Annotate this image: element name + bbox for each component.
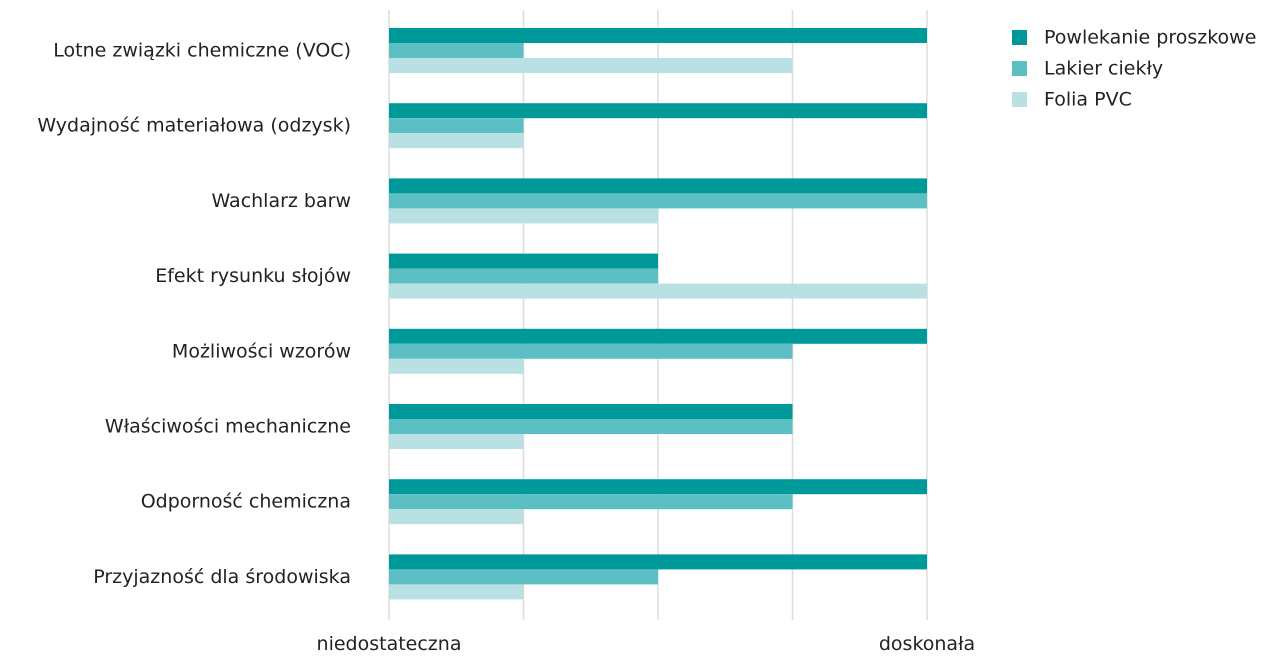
bar-3-6 xyxy=(389,434,524,449)
bar-2-5 xyxy=(389,343,793,359)
legend: Powlekanie proszkowe Lakier ciekły Folia P… xyxy=(1012,27,1256,111)
bar-3-8 xyxy=(389,584,524,600)
bar-3-7 xyxy=(389,509,524,525)
bar-1-2 xyxy=(389,103,927,119)
bar-3-1 xyxy=(389,58,793,73)
x-tick-labels: niedostateczna doskonała xyxy=(317,633,976,655)
bar-1-8 xyxy=(389,554,927,570)
bar-3-4 xyxy=(389,283,927,299)
category-label: Lotne związki chemiczne (VOC) xyxy=(53,40,351,62)
bar-2-4 xyxy=(389,268,658,284)
category-label: Odporność chemiczna xyxy=(141,491,351,513)
legend-label: Lakier ciekły xyxy=(1044,58,1163,80)
legend-swatch xyxy=(1012,30,1027,45)
bar-1-7 xyxy=(389,479,927,495)
legend-label: Powlekanie proszkowe xyxy=(1044,27,1256,49)
category-label: Przyjazność dla środowiska xyxy=(93,566,351,588)
legend-swatch xyxy=(1012,92,1027,107)
category-label: Wydajność materiałowa (odzysk) xyxy=(37,115,351,137)
bar-1-4 xyxy=(389,253,658,269)
bar-3-3 xyxy=(389,208,658,224)
bar-2-6 xyxy=(389,419,793,434)
legend-swatch xyxy=(1012,61,1027,76)
category-label: Wachlarz barw xyxy=(211,190,351,212)
category-label: Właściwości mechaniczne xyxy=(105,416,351,438)
category-label: Możliwości wzorów xyxy=(172,340,351,362)
bar-2-2 xyxy=(389,118,524,134)
legend-label: Folia PVC xyxy=(1044,89,1132,111)
bar-2-7 xyxy=(389,494,793,510)
x-tick-label: niedostateczna xyxy=(317,633,462,655)
bar-1-6 xyxy=(389,404,793,419)
bar-2-1 xyxy=(389,43,524,58)
bar-3-2 xyxy=(389,133,524,149)
bar-1-1 xyxy=(389,28,927,43)
category-labels: Lotne związki chemiczne (VOC) Wydajność m… xyxy=(37,40,351,588)
category-label: Efekt rysunku słojów xyxy=(155,265,351,287)
bar-1-5 xyxy=(389,328,927,344)
bar-2-3 xyxy=(389,193,927,209)
bars xyxy=(389,28,927,600)
bar-1-3 xyxy=(389,178,927,194)
grid xyxy=(388,10,928,620)
bar-2-8 xyxy=(389,569,658,585)
bar-3-5 xyxy=(389,358,524,374)
x-tick-label: doskonała xyxy=(879,633,975,655)
